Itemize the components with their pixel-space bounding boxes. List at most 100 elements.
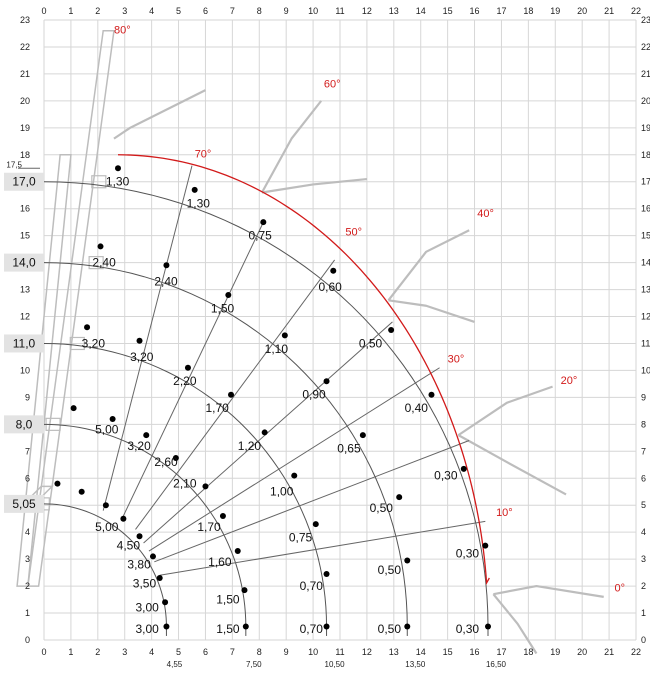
angle-label: 30°: [448, 353, 465, 365]
load-point: [172, 455, 179, 462]
y-tick-label-right: 19: [641, 123, 650, 133]
angle-ray-6: [159, 520, 486, 576]
angle-label: 40°: [477, 208, 494, 220]
load-point: [388, 327, 395, 333]
load-point: [291, 472, 298, 479]
angle-ray-4: [148, 367, 440, 552]
x-tick-label-bottom: 20: [577, 647, 587, 657]
load-point: [323, 378, 330, 385]
boom-head-2: [69, 336, 85, 351]
x-tick-label-top: 0: [41, 6, 46, 16]
x-tick-label-top: 22: [631, 6, 641, 16]
load-point: [109, 415, 116, 422]
y-tick-label-left: 15: [20, 231, 30, 241]
y-tick-label-left: 3: [25, 554, 30, 564]
angle-label: 80°: [114, 24, 131, 36]
x-tick-label-bottom: 14: [416, 647, 426, 657]
envelope-curve: [117, 154, 490, 586]
max-envelope: [117, 154, 490, 586]
load-value-label: 2,20: [173, 374, 197, 388]
load-value-label: 1,70: [197, 520, 221, 534]
x-tick-label-top: 19: [550, 6, 560, 16]
boom-height-label: 14,0: [12, 256, 36, 270]
y-tick-label-left: 19: [20, 123, 30, 133]
x-tick-label-bottom: 11: [335, 647, 344, 657]
y-tick-label-right: 22: [641, 42, 650, 52]
x-tick-label-top: 6: [203, 6, 208, 16]
load-arcs: [43, 181, 489, 636]
x-tick-label-bottom: 17: [496, 647, 506, 657]
load-value-label: 0,30: [456, 622, 480, 636]
load-points: [54, 165, 491, 630]
load-value-label: 0,50: [359, 336, 383, 350]
x-tick-label-bottom: 5: [176, 647, 181, 657]
angle-label: 0°: [614, 582, 625, 594]
load-point: [485, 623, 491, 630]
load-point: [261, 429, 268, 436]
x-tick-label-bottom: 6: [203, 647, 208, 657]
height-marker-label: 17,5: [6, 160, 22, 169]
y-tick-label-left: 6: [25, 473, 30, 483]
boom-height-box: [4, 415, 44, 434]
reach-label: 16,50: [486, 660, 507, 669]
load-value-label: 1,50: [216, 593, 240, 607]
x-tick-label-bottom: 13: [389, 647, 399, 657]
x-tick-label-bottom: 3: [122, 647, 127, 657]
load-point: [191, 186, 198, 193]
load-point: [97, 243, 104, 250]
load-point: [136, 337, 143, 344]
boom-20-arm: [457, 434, 567, 496]
x-tick-label-bottom: 9: [284, 647, 289, 657]
angle-ray-1: [121, 219, 266, 519]
load-point: [323, 623, 330, 630]
y-tick-label-left: 0: [25, 635, 30, 645]
y-tick-label-right: 15: [641, 231, 650, 241]
y-tick-label-left: 22: [20, 42, 30, 52]
load-point: [78, 488, 85, 495]
load-point: [163, 623, 170, 630]
x-tick-label-top: 5: [176, 6, 181, 16]
load-value-label: 1,60: [208, 555, 232, 569]
load-point: [228, 391, 235, 398]
x-tick-label-top: 14: [416, 6, 426, 16]
mast-outline: [16, 154, 72, 587]
x-tick-label-top: 3: [122, 6, 127, 16]
load-value-label: 0,70: [300, 579, 324, 593]
load-point: [482, 542, 489, 549]
load-point: [234, 548, 241, 555]
y-tick-label-right: 12: [641, 312, 650, 322]
y-tick-label-right: 10: [641, 365, 650, 375]
load-value-label: 3,50: [133, 576, 157, 590]
x-tick-label-bottom: 12: [362, 647, 372, 657]
y-tick-label-right: 1: [641, 608, 646, 618]
y-tick-label-left: 7: [25, 446, 30, 456]
y-tick-label-right: 6: [641, 473, 646, 483]
angle-label: 10°: [496, 507, 513, 519]
load-point: [120, 515, 127, 522]
boom-head-1: [88, 256, 104, 270]
load-point: [163, 262, 170, 269]
load-arc-3: [43, 262, 408, 627]
load-point: [184, 364, 191, 371]
angle-label: 20°: [561, 375, 578, 387]
y-tick-label-right: 5: [641, 500, 646, 510]
y-tick-label-right: 2: [641, 581, 646, 591]
load-point: [115, 165, 121, 172]
y-tick-label-right: 17: [641, 177, 650, 187]
y-tick-label-right: 13: [641, 285, 650, 295]
load-value-label: 1,50: [211, 301, 235, 315]
load-point: [242, 623, 249, 630]
load-value-label: 0,70: [300, 622, 324, 636]
load-point: [404, 623, 411, 630]
angle-label: 60°: [324, 78, 341, 90]
y-tick-label-left: 2: [25, 581, 30, 591]
load-point: [156, 575, 163, 581]
boom-height-box: [4, 494, 44, 513]
x-tick-label-bottom: 8: [257, 647, 262, 657]
load-point: [359, 432, 366, 439]
load-value-label: 3,00: [135, 601, 159, 615]
x-tick-label-bottom: 19: [550, 647, 560, 657]
y-tick-label-left: 4: [25, 527, 30, 537]
load-value-label: 2,60: [154, 455, 178, 469]
x-tick-label-bottom: 0: [41, 647, 46, 657]
